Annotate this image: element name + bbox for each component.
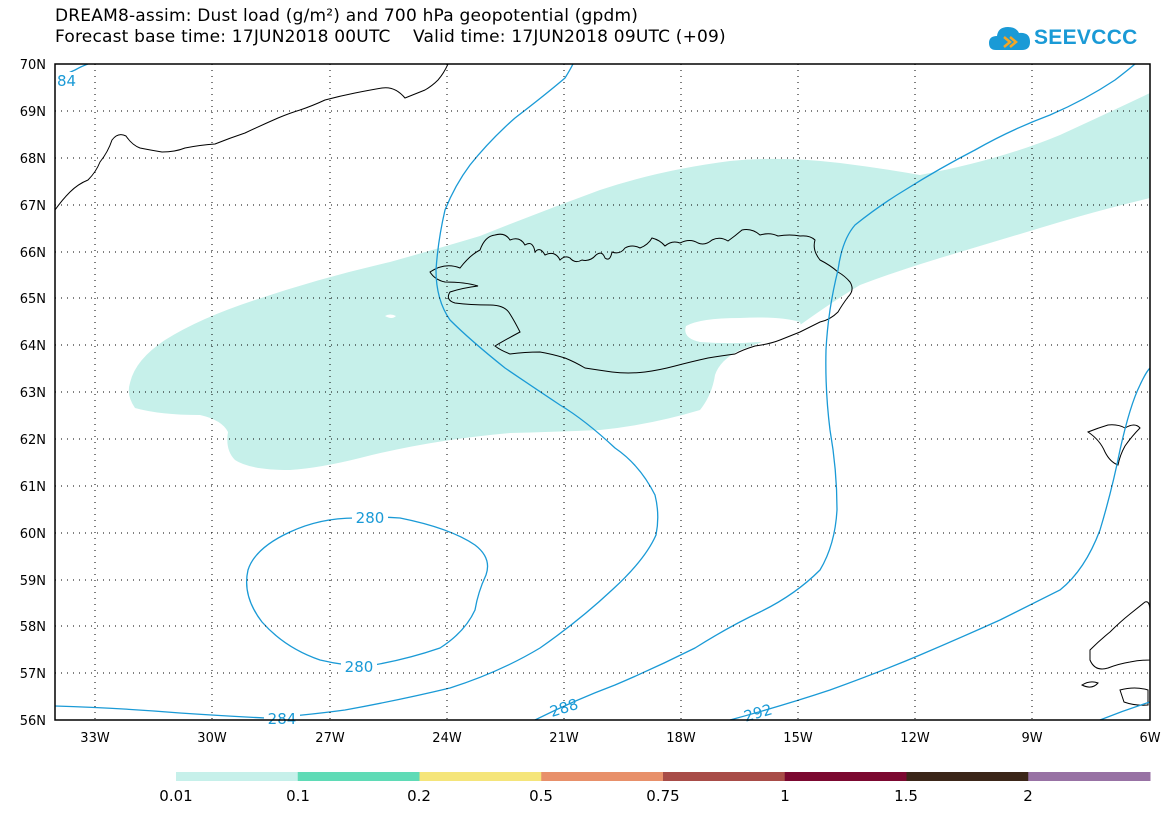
colorbar-label: 0.5 [529, 787, 553, 805]
colorbar-label: 1 [780, 787, 790, 805]
coastline [55, 64, 1150, 706]
lat-label: 57N [20, 667, 46, 682]
colorbar-segment [297, 772, 420, 781]
colorbar-segment [906, 772, 1029, 781]
dust-plume-area [128, 93, 1150, 470]
contour-label-288: 288 [548, 695, 581, 721]
colorbar-label: 0.75 [646, 787, 680, 805]
lat-label: 66N [20, 246, 46, 261]
colorbar-segment [541, 772, 664, 781]
colorbar-label: 0.01 [159, 787, 193, 805]
lon-label: 18W [666, 731, 696, 746]
lat-label: 68N [20, 152, 46, 167]
colorbar-segment [663, 772, 786, 781]
lat-label: 60N [20, 527, 46, 542]
seevccc-logo: SEEVCCC [988, 20, 1175, 60]
contour-label-284-bottom: 284 [268, 710, 297, 728]
lat-label: 67N [20, 199, 46, 214]
lon-label: 30W [197, 731, 227, 746]
lat-label: 64N [20, 339, 46, 354]
lat-label: 56N [20, 714, 46, 729]
longitude-labels: 33W 30W 27W 24W 21W 18W 15W 12W 9W 6W [80, 731, 1160, 746]
logo-text: SEEVCCC [1034, 26, 1138, 49]
colorbar-segment [419, 772, 542, 781]
contour-label-284-topleft: 84 [57, 72, 76, 90]
lat-label: 70N [20, 58, 46, 73]
colorbar-segment [1028, 772, 1151, 781]
lat-label: 63N [20, 386, 46, 401]
lon-label: 6W [1139, 731, 1160, 746]
contour-label-280-top: 280 [356, 509, 385, 527]
lat-label: 65N [20, 292, 46, 307]
colorbar-label: 1.5 [894, 787, 918, 805]
colorbar-label: 0.1 [286, 787, 310, 805]
lat-label: 61N [20, 480, 46, 495]
lon-label: 27W [315, 731, 345, 746]
chart-subtitle: Forecast base time: 17JUN2018 00UTC Vali… [55, 27, 726, 47]
lon-label: 24W [432, 731, 462, 746]
colorbar-segment [784, 772, 907, 781]
lon-label: 21W [549, 731, 579, 746]
contour-label-292: 292 [742, 700, 774, 725]
colorbar-label: 0.2 [407, 787, 431, 805]
lon-label: 9W [1021, 731, 1042, 746]
colorbar-label: 2 [1023, 787, 1033, 805]
latitude-labels: 70N 69N 68N 67N 66N 65N 64N 63N 62N 61N … [20, 58, 46, 729]
lat-label: 69N [20, 105, 46, 120]
lat-label: 62N [20, 433, 46, 448]
colorbar-segment [176, 772, 299, 781]
cloud-icon [989, 27, 1030, 50]
chart-title: DREAM8-assim: Dust load (g/m²) and 700 h… [55, 6, 639, 26]
lon-label: 15W [783, 731, 813, 746]
colorbar [176, 772, 1151, 781]
lon-label: 12W [900, 731, 930, 746]
graticule [55, 64, 1150, 720]
lat-label: 58N [20, 620, 46, 635]
lat-label: 59N [20, 574, 46, 589]
lon-label: 33W [80, 731, 110, 746]
map-frame [54, 63, 1151, 721]
contour-label-280-bottom: 280 [345, 658, 374, 676]
